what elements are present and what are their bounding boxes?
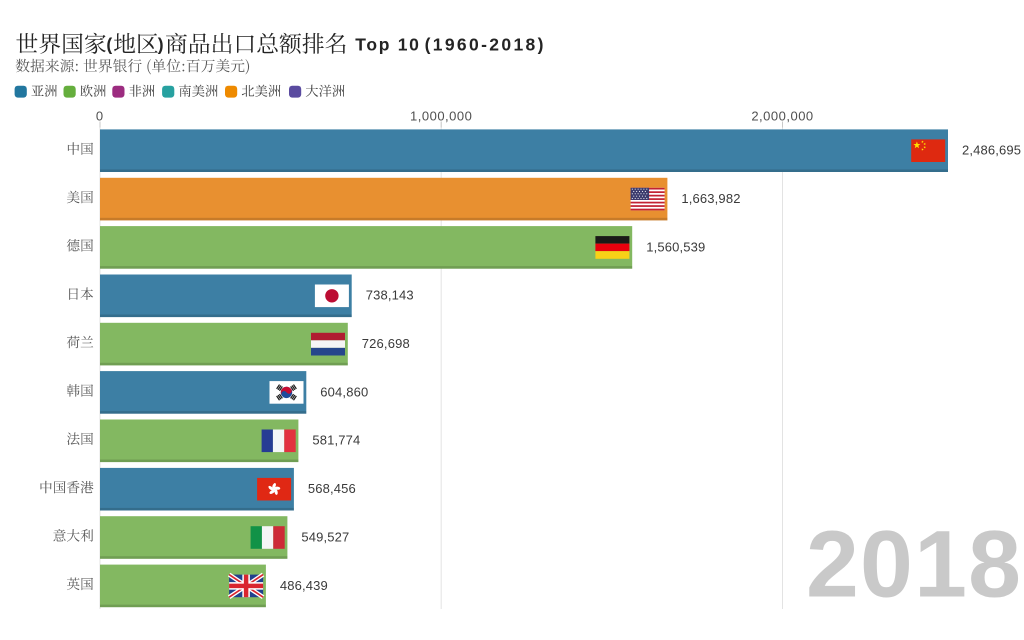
- svg-text:549,527: 549,527: [301, 529, 349, 544]
- svg-text:0: 0: [96, 109, 104, 124]
- svg-text:568,456: 568,456: [308, 481, 356, 496]
- svg-text:581,774: 581,774: [312, 433, 360, 448]
- svg-text:1,663,982: 1,663,982: [681, 191, 740, 206]
- svg-text:(: (: [106, 34, 112, 54]
- svg-text:604,860: 604,860: [320, 384, 368, 399]
- svg-text:2,000,000: 2,000,000: [751, 109, 813, 124]
- svg-text:1,000,000: 1,000,000: [410, 109, 472, 124]
- svg-text:726,698: 726,698: [362, 336, 410, 351]
- svg-text:738,143: 738,143: [366, 288, 414, 303]
- svg-text:): ): [158, 34, 164, 54]
- svg-text:1,560,539: 1,560,539: [646, 239, 705, 254]
- svg-text:486,439: 486,439: [280, 578, 328, 593]
- svg-text:2018: 2018: [806, 511, 1022, 617]
- svg-text:2,486,695: 2,486,695: [962, 143, 1021, 158]
- svg-text:(1960-2018): (1960-2018): [425, 34, 546, 54]
- svg-text:Top 10: Top 10: [355, 34, 420, 54]
